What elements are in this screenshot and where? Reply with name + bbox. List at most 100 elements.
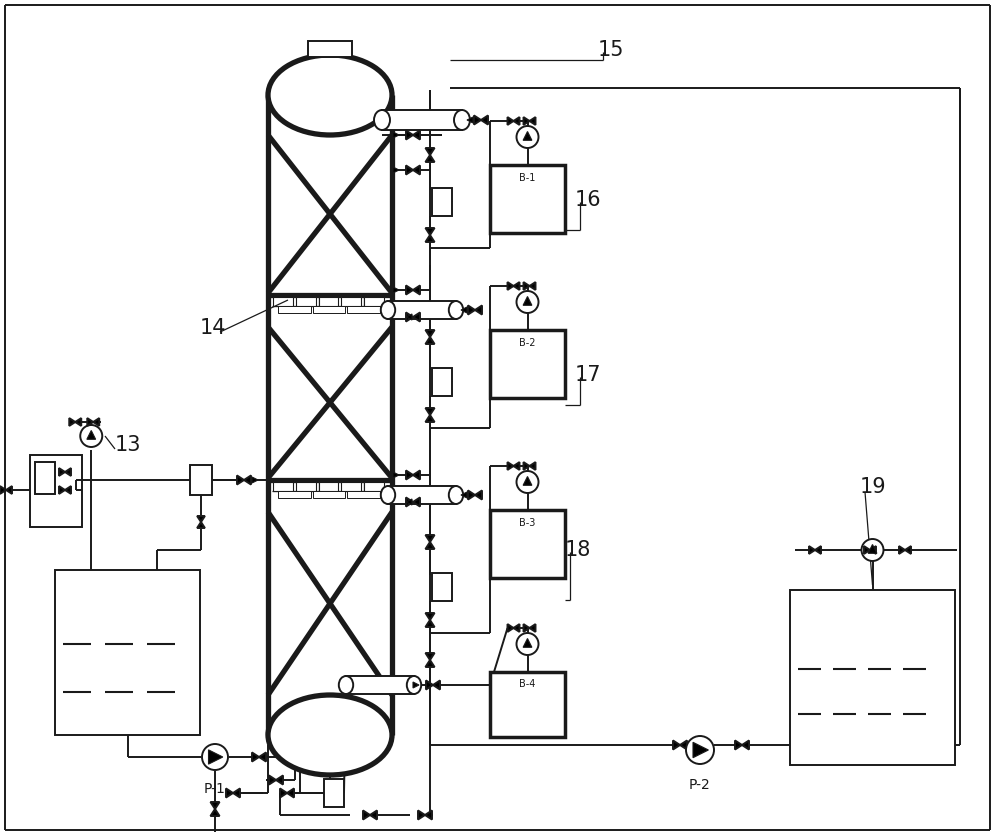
Circle shape xyxy=(862,539,884,561)
Polygon shape xyxy=(523,639,532,647)
Polygon shape xyxy=(413,682,419,688)
Polygon shape xyxy=(252,752,266,762)
Ellipse shape xyxy=(268,695,392,775)
Polygon shape xyxy=(269,776,283,784)
Polygon shape xyxy=(280,788,294,798)
Bar xyxy=(490,330,565,398)
Polygon shape xyxy=(693,742,708,757)
Ellipse shape xyxy=(381,486,395,504)
Polygon shape xyxy=(0,486,12,494)
Bar xyxy=(382,110,462,130)
Polygon shape xyxy=(508,462,520,470)
Bar xyxy=(313,306,345,313)
Circle shape xyxy=(516,126,538,148)
Polygon shape xyxy=(406,130,420,140)
Text: 16: 16 xyxy=(575,190,602,210)
Bar xyxy=(296,482,316,491)
Bar xyxy=(490,672,565,737)
Bar xyxy=(278,306,311,313)
Polygon shape xyxy=(425,408,435,422)
Bar xyxy=(190,465,212,495)
Polygon shape xyxy=(425,228,435,242)
Bar xyxy=(432,368,452,396)
Polygon shape xyxy=(226,788,240,798)
Text: B-3: B-3 xyxy=(519,518,536,528)
Polygon shape xyxy=(468,305,482,314)
Polygon shape xyxy=(406,166,420,175)
Bar xyxy=(273,482,293,491)
Bar xyxy=(364,297,384,306)
Bar xyxy=(388,301,456,319)
Bar xyxy=(313,491,345,498)
Polygon shape xyxy=(59,468,71,476)
Ellipse shape xyxy=(381,301,395,319)
Polygon shape xyxy=(508,117,520,125)
Ellipse shape xyxy=(339,676,353,694)
Polygon shape xyxy=(197,516,205,528)
Bar xyxy=(273,297,293,306)
Bar xyxy=(55,570,200,735)
Polygon shape xyxy=(425,330,435,344)
Polygon shape xyxy=(523,131,532,140)
Polygon shape xyxy=(393,132,399,138)
Text: 17: 17 xyxy=(575,365,602,385)
Bar xyxy=(30,455,82,527)
Bar xyxy=(319,482,338,491)
Ellipse shape xyxy=(454,110,470,130)
Polygon shape xyxy=(210,802,220,816)
Polygon shape xyxy=(418,810,432,819)
Ellipse shape xyxy=(268,55,392,135)
Polygon shape xyxy=(237,476,251,485)
Polygon shape xyxy=(426,681,440,690)
Polygon shape xyxy=(406,314,412,320)
Polygon shape xyxy=(461,307,467,313)
Polygon shape xyxy=(406,499,412,505)
Polygon shape xyxy=(87,431,96,439)
Polygon shape xyxy=(393,287,399,293)
Polygon shape xyxy=(208,750,223,764)
Bar xyxy=(346,676,414,694)
Polygon shape xyxy=(673,741,687,750)
Polygon shape xyxy=(425,535,435,549)
Bar xyxy=(35,462,55,494)
Polygon shape xyxy=(735,741,749,750)
Polygon shape xyxy=(406,471,420,480)
Ellipse shape xyxy=(449,486,463,504)
Circle shape xyxy=(516,633,538,655)
Polygon shape xyxy=(523,297,532,305)
Polygon shape xyxy=(524,282,536,290)
Circle shape xyxy=(202,744,228,770)
Polygon shape xyxy=(809,546,821,554)
Polygon shape xyxy=(425,653,435,667)
Polygon shape xyxy=(87,418,99,426)
Polygon shape xyxy=(524,117,536,125)
Polygon shape xyxy=(406,497,420,507)
Ellipse shape xyxy=(374,110,390,130)
Bar xyxy=(341,297,361,306)
Text: 18: 18 xyxy=(565,540,591,560)
Polygon shape xyxy=(252,477,258,483)
Circle shape xyxy=(516,471,538,493)
Ellipse shape xyxy=(449,301,463,319)
Bar xyxy=(490,510,565,578)
Bar xyxy=(324,779,344,807)
Circle shape xyxy=(686,736,714,764)
Ellipse shape xyxy=(270,697,390,773)
Polygon shape xyxy=(508,282,520,290)
Polygon shape xyxy=(523,477,532,486)
Polygon shape xyxy=(406,313,420,322)
Polygon shape xyxy=(406,285,420,294)
Ellipse shape xyxy=(407,676,421,694)
Polygon shape xyxy=(508,624,520,632)
Polygon shape xyxy=(363,810,377,819)
Text: 19: 19 xyxy=(860,477,887,497)
Text: P-2: P-2 xyxy=(689,778,711,792)
Polygon shape xyxy=(59,486,71,494)
Text: B-2: B-2 xyxy=(519,338,536,348)
Polygon shape xyxy=(393,472,399,478)
Polygon shape xyxy=(868,544,877,553)
Polygon shape xyxy=(467,117,473,123)
Circle shape xyxy=(516,291,538,313)
Polygon shape xyxy=(461,492,467,498)
Bar xyxy=(319,297,338,306)
